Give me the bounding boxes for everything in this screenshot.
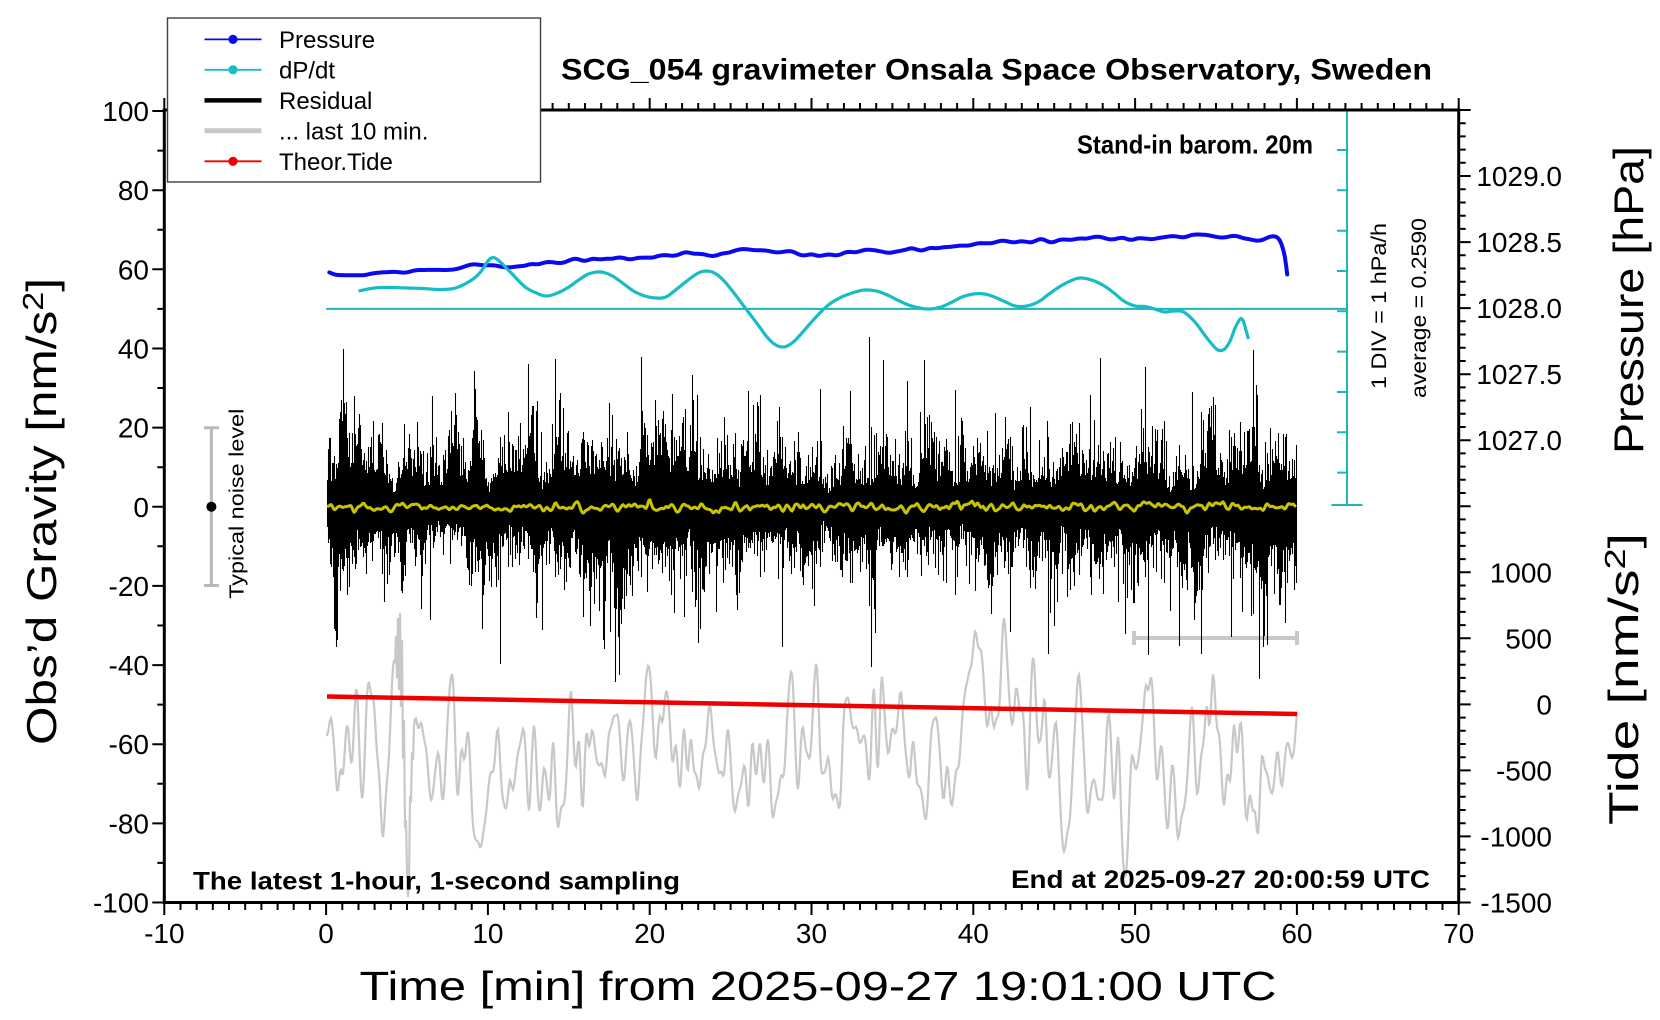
svg-text:-100: -100 [93, 888, 149, 919]
svg-text:dP/dt: dP/dt [279, 57, 335, 84]
svg-text:1 DIV = 1 hPa/h: 1 DIV = 1 hPa/h [1368, 223, 1391, 389]
svg-text:-500: -500 [1496, 755, 1552, 786]
svg-text:1000: 1000 [1490, 557, 1552, 588]
svg-text:Residual: Residual [279, 88, 372, 115]
svg-text:-1000: -1000 [1480, 821, 1552, 852]
svg-text:0: 0 [1536, 689, 1552, 720]
svg-text:Time [min] from 2025-09-27 19:: Time [min] from 2025-09-27 19:01:00 UTC [360, 963, 1277, 1009]
svg-text:average = 0.2590: average = 0.2590 [1408, 218, 1431, 398]
svg-text:40: 40 [958, 918, 989, 949]
svg-text:0: 0 [318, 918, 334, 949]
svg-text:Stand-in barom. 20m: Stand-in barom. 20m [1077, 130, 1313, 160]
svg-text:1027.0: 1027.0 [1476, 425, 1562, 456]
svg-text:30: 30 [796, 918, 827, 949]
svg-text:-80: -80 [109, 808, 149, 839]
svg-text:80: 80 [118, 175, 149, 206]
svg-text:20: 20 [634, 918, 665, 949]
svg-text:1027.5: 1027.5 [1476, 359, 1562, 390]
svg-text:100: 100 [102, 96, 149, 127]
svg-text:End at 2025-09-27 20:00:59 UTC: End at 2025-09-27 20:00:59 UTC [1011, 866, 1430, 894]
svg-text:70: 70 [1443, 918, 1474, 949]
svg-text:Pressure: Pressure [279, 27, 375, 54]
svg-text:Pressure [hPa]: Pressure [hPa] [1605, 146, 1652, 454]
svg-text:Tide [nm/s2]: Tide [nm/s2] [1600, 533, 1647, 825]
svg-text:1028.5: 1028.5 [1476, 227, 1562, 258]
svg-text:40: 40 [118, 333, 149, 364]
svg-text:20: 20 [118, 413, 149, 444]
svg-text:Typical noise level: Typical noise level [227, 409, 249, 599]
svg-text:... last 10 min.: ... last 10 min. [279, 118, 428, 145]
svg-text:-60: -60 [109, 729, 149, 760]
svg-text:10: 10 [472, 918, 503, 949]
svg-text:The latest 1-hour, 1-second sa: The latest 1-hour, 1-second sampling [193, 868, 680, 896]
svg-text:-10: -10 [144, 918, 184, 949]
svg-text:-20: -20 [109, 571, 149, 602]
svg-text:Theor.Tide: Theor.Tide [279, 149, 393, 176]
svg-text:500: 500 [1505, 623, 1552, 654]
svg-text:SCG_054 gravimeter Onsala Spac: SCG_054 gravimeter Onsala Space Observat… [561, 54, 1432, 87]
svg-text:-40: -40 [109, 650, 149, 681]
svg-text:60: 60 [1281, 918, 1312, 949]
svg-text:60: 60 [118, 254, 149, 285]
svg-text:-1500: -1500 [1480, 888, 1552, 919]
svg-text:50: 50 [1120, 918, 1151, 949]
svg-text:1029.0: 1029.0 [1476, 161, 1562, 192]
svg-text:Obs’d Gravity [nm/s2]: Obs’d Gravity [nm/s2] [18, 278, 65, 745]
svg-text:1028.0: 1028.0 [1476, 293, 1562, 324]
svg-text:0: 0 [133, 492, 149, 523]
